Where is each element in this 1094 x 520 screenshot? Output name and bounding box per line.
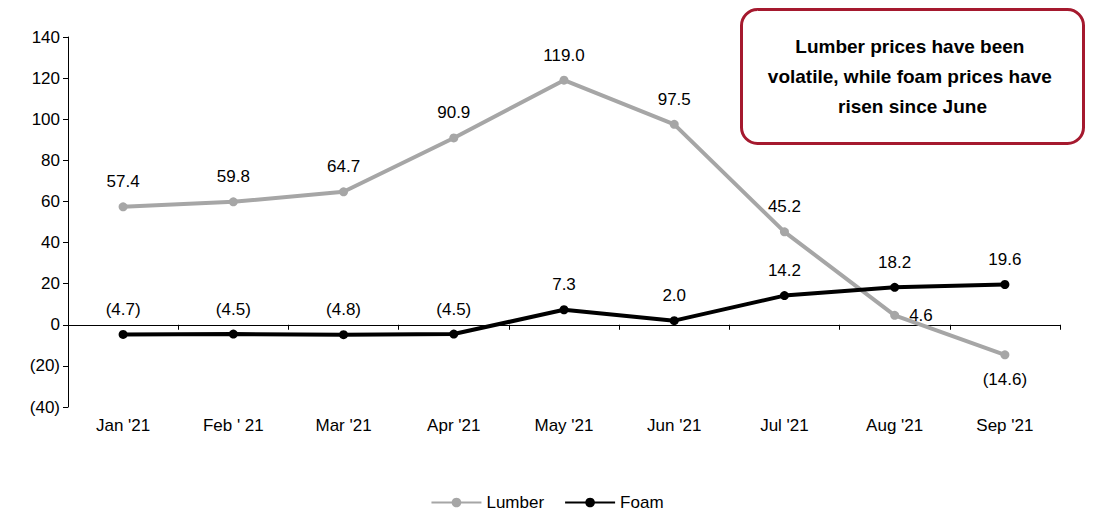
- svg-text:(4.5): (4.5): [436, 300, 471, 319]
- svg-text:Apr '21: Apr '21: [427, 416, 480, 435]
- svg-text:45.2: 45.2: [768, 197, 801, 216]
- svg-text:Lumber prices have been: Lumber prices have been: [795, 36, 1029, 57]
- svg-text:0: 0: [51, 315, 60, 334]
- svg-text:59.8: 59.8: [217, 167, 250, 186]
- svg-text:140: 140: [32, 28, 60, 47]
- svg-text:Mar '21: Mar '21: [315, 416, 371, 435]
- svg-text:Jul '21: Jul '21: [760, 416, 809, 435]
- svg-text:Sep '21: Sep '21: [976, 416, 1033, 435]
- svg-text:(20): (20): [30, 356, 60, 375]
- svg-text:(4.7): (4.7): [106, 300, 141, 319]
- svg-text:40: 40: [41, 233, 60, 252]
- svg-text:4.6: 4.6: [909, 306, 933, 325]
- svg-text:119.0: 119.0: [543, 46, 584, 65]
- svg-text:97.5: 97.5: [658, 90, 691, 109]
- svg-text:80: 80: [41, 151, 60, 170]
- svg-text:(40): (40): [30, 398, 60, 417]
- svg-text:2.0: 2.0: [662, 286, 686, 305]
- svg-text:20: 20: [41, 274, 60, 293]
- svg-text:Feb ' 21: Feb ' 21: [203, 416, 264, 435]
- svg-text:14.2: 14.2: [768, 261, 801, 280]
- svg-text:60: 60: [41, 192, 60, 211]
- svg-text:volatile, while foam prices ha: volatile, while foam prices have: [768, 66, 1057, 87]
- svg-text:19.6: 19.6: [988, 250, 1021, 269]
- svg-text:90.9: 90.9: [437, 103, 470, 122]
- svg-text:100: 100: [32, 110, 60, 129]
- svg-text:Aug '21: Aug '21: [866, 416, 923, 435]
- svg-text:64.7: 64.7: [327, 157, 360, 176]
- svg-text:Foam: Foam: [620, 493, 663, 512]
- svg-text:(14.6): (14.6): [983, 370, 1027, 389]
- svg-text:57.4: 57.4: [107, 172, 140, 191]
- svg-text:(4.5): (4.5): [216, 300, 251, 319]
- svg-text:Jan '21: Jan '21: [96, 416, 150, 435]
- svg-text:Lumber: Lumber: [486, 493, 544, 512]
- svg-text:May '21: May '21: [535, 416, 594, 435]
- svg-text:risen since June: risen since June: [838, 96, 987, 117]
- svg-text:120: 120: [32, 69, 60, 88]
- svg-text:7.3: 7.3: [552, 275, 576, 294]
- svg-text:18.2: 18.2: [878, 253, 911, 272]
- svg-text:(4.8): (4.8): [326, 300, 361, 319]
- svg-text:Jun '21: Jun '21: [647, 416, 701, 435]
